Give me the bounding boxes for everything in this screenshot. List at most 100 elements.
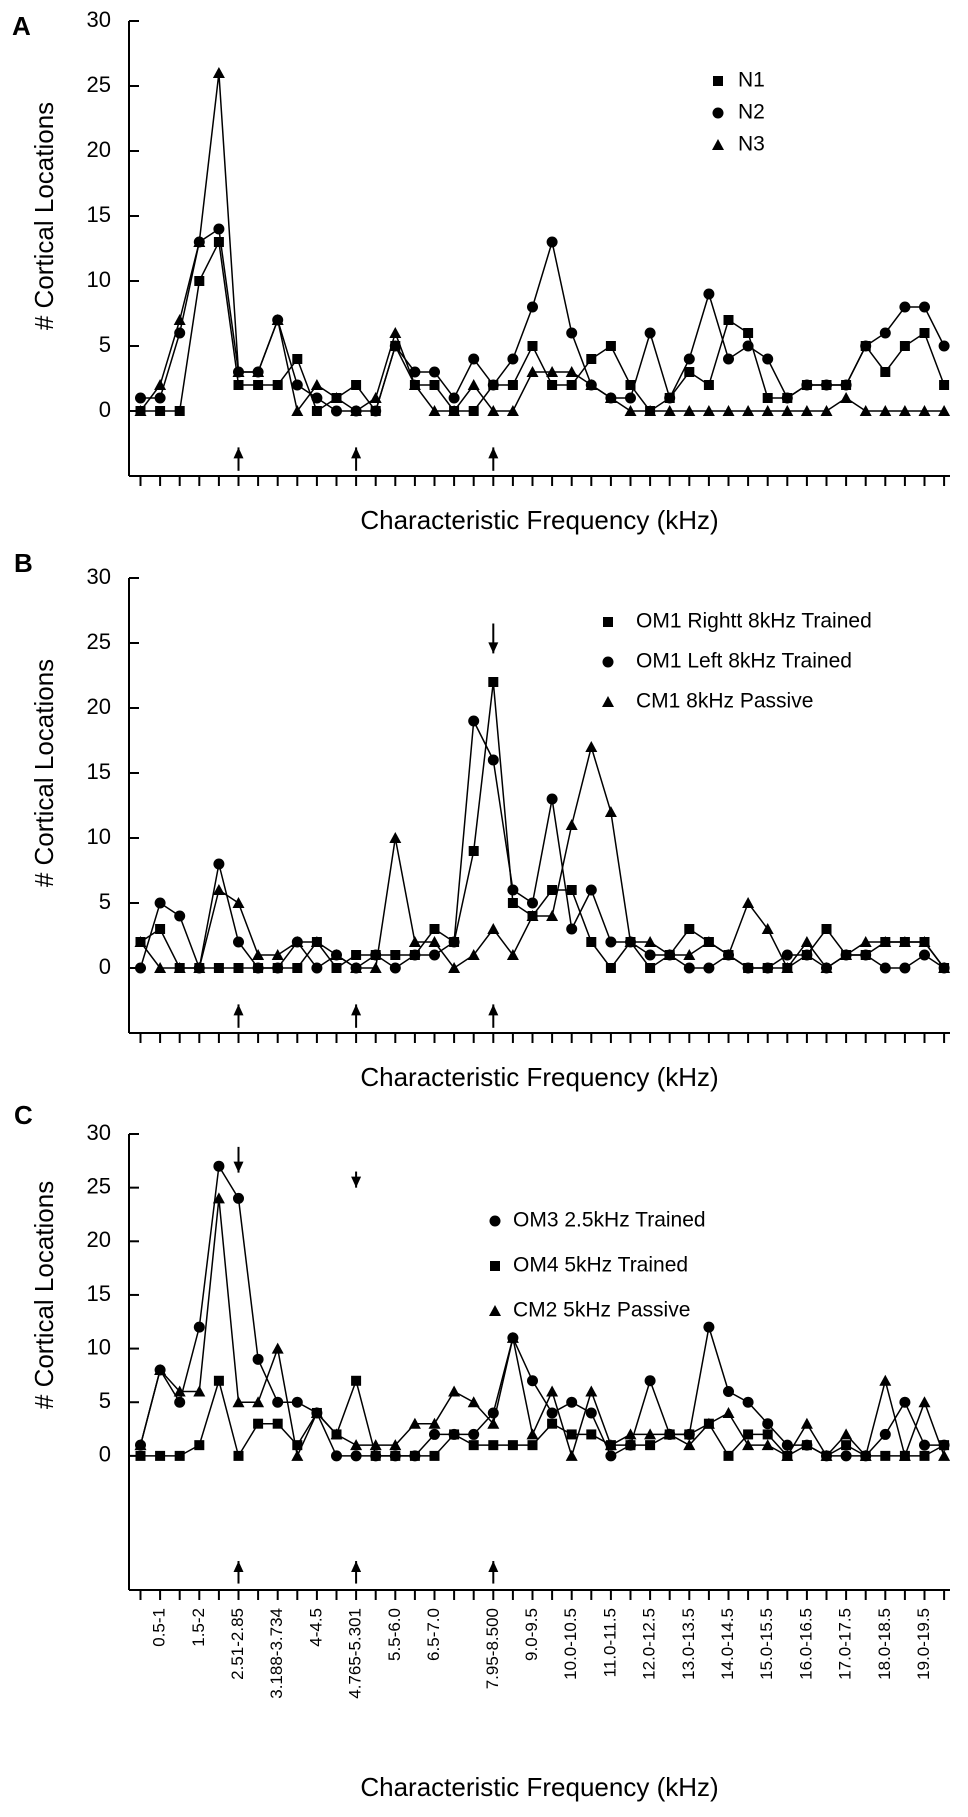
marker-square — [547, 1418, 558, 1429]
marker-triangle — [487, 405, 500, 416]
x-tick-label: 17.0-17.5 — [836, 1608, 855, 1680]
marker-circle — [781, 949, 793, 961]
marker-circle — [448, 936, 460, 948]
marker-square — [547, 380, 558, 390]
marker-triangle — [585, 741, 598, 752]
marker-triangle — [448, 1385, 461, 1397]
marker-triangle — [232, 1396, 245, 1408]
y-tick-label: 20 — [87, 694, 111, 719]
x-tick-label: 5.5-6.0 — [385, 1608, 404, 1661]
marker-circle — [174, 910, 186, 922]
marker-square — [233, 963, 244, 973]
marker-circle — [468, 353, 480, 365]
marker-triangle — [918, 405, 931, 416]
marker-circle — [331, 405, 342, 417]
legend-marker — [489, 1215, 501, 1227]
marker-triangle — [742, 1439, 755, 1451]
marker-circle — [429, 949, 440, 961]
marker-circle — [723, 1386, 734, 1398]
arrow-head — [351, 1004, 362, 1016]
marker-square — [645, 963, 656, 973]
marker-square — [605, 341, 616, 351]
marker-circle — [213, 858, 225, 870]
y-tick-label: 5 — [99, 1388, 111, 1413]
series-line — [139, 72, 945, 413]
marker-triangle — [546, 1385, 559, 1397]
marker-circle — [742, 1396, 754, 1408]
marker-triangle — [232, 897, 245, 908]
marker-triangle — [154, 379, 167, 390]
marker-triangle — [350, 962, 363, 973]
marker-triangle — [173, 1385, 186, 1397]
marker-triangle — [291, 405, 304, 416]
legend-label: N3 — [738, 133, 765, 156]
marker-square — [429, 380, 440, 390]
marker-circle — [821, 379, 832, 391]
marker-circle — [566, 1396, 578, 1408]
marker-triangle — [644, 936, 657, 947]
x-tick-label: 0.5-1 — [150, 1608, 169, 1647]
marker-square — [429, 1450, 440, 1461]
marker-triangle — [212, 67, 225, 78]
marker-triangle — [193, 1385, 206, 1397]
marker-triangle — [898, 1449, 911, 1461]
marker-triangle — [310, 1406, 323, 1418]
marker-square — [390, 1450, 401, 1461]
marker-square — [390, 950, 401, 960]
x-tick-label: 12.0-12.5 — [640, 1608, 659, 1680]
marker-circle — [546, 236, 558, 248]
legend-label: OM3 2.5kHz Trained — [513, 1209, 706, 1232]
legend-label: N2 — [738, 101, 765, 124]
marker-circle — [546, 1407, 558, 1419]
marker-circle — [742, 340, 754, 352]
legend-marker — [489, 1305, 501, 1316]
y-tick-label: 0 — [99, 954, 111, 979]
marker-square — [723, 1450, 734, 1461]
marker-circle — [879, 962, 891, 974]
marker-square — [429, 924, 440, 934]
marker-circle — [683, 353, 695, 365]
y-tick-label: 15 — [87, 202, 111, 227]
marker-triangle — [859, 936, 872, 947]
marker-triangle — [859, 405, 872, 416]
x-tick-label: 2.51-2.85 — [228, 1608, 247, 1680]
marker-triangle — [467, 949, 480, 960]
marker-square — [645, 1440, 656, 1451]
marker-triangle — [467, 379, 480, 390]
marker-square — [468, 406, 479, 416]
marker-circle — [311, 392, 323, 404]
marker-circle — [938, 340, 950, 352]
y-axis-label: # Cortical Locations — [29, 102, 59, 330]
marker-circle — [703, 962, 715, 974]
marker-square — [292, 1440, 303, 1451]
marker-square — [507, 380, 518, 390]
y-tick-label: 25 — [87, 72, 111, 97]
arrow-head — [233, 447, 244, 459]
marker-square — [233, 380, 244, 390]
marker-circle — [762, 1418, 774, 1430]
marker-triangle — [271, 1342, 284, 1354]
arrow-head — [351, 1561, 362, 1573]
marker-circle — [860, 340, 872, 352]
marker-square — [272, 380, 283, 390]
arrow-head — [233, 1004, 244, 1016]
marker-triangle — [389, 832, 402, 843]
marker-square — [351, 380, 362, 390]
marker-circle — [585, 1407, 597, 1419]
marker-triangle — [526, 1428, 539, 1440]
marker-triangle — [232, 366, 245, 377]
marker-triangle — [820, 962, 833, 973]
marker-circle — [272, 1396, 284, 1408]
marker-triangle — [212, 884, 225, 895]
marker-triangle — [702, 1417, 715, 1429]
marker-square — [174, 406, 185, 416]
marker-square — [684, 924, 695, 934]
marker-circle — [487, 754, 499, 766]
marker-square — [292, 963, 303, 973]
marker-triangle — [506, 1331, 519, 1343]
marker-triangle — [859, 1449, 872, 1461]
y-tick-label: 5 — [99, 889, 111, 914]
marker-triangle — [879, 936, 892, 947]
marker-square — [135, 1450, 146, 1461]
